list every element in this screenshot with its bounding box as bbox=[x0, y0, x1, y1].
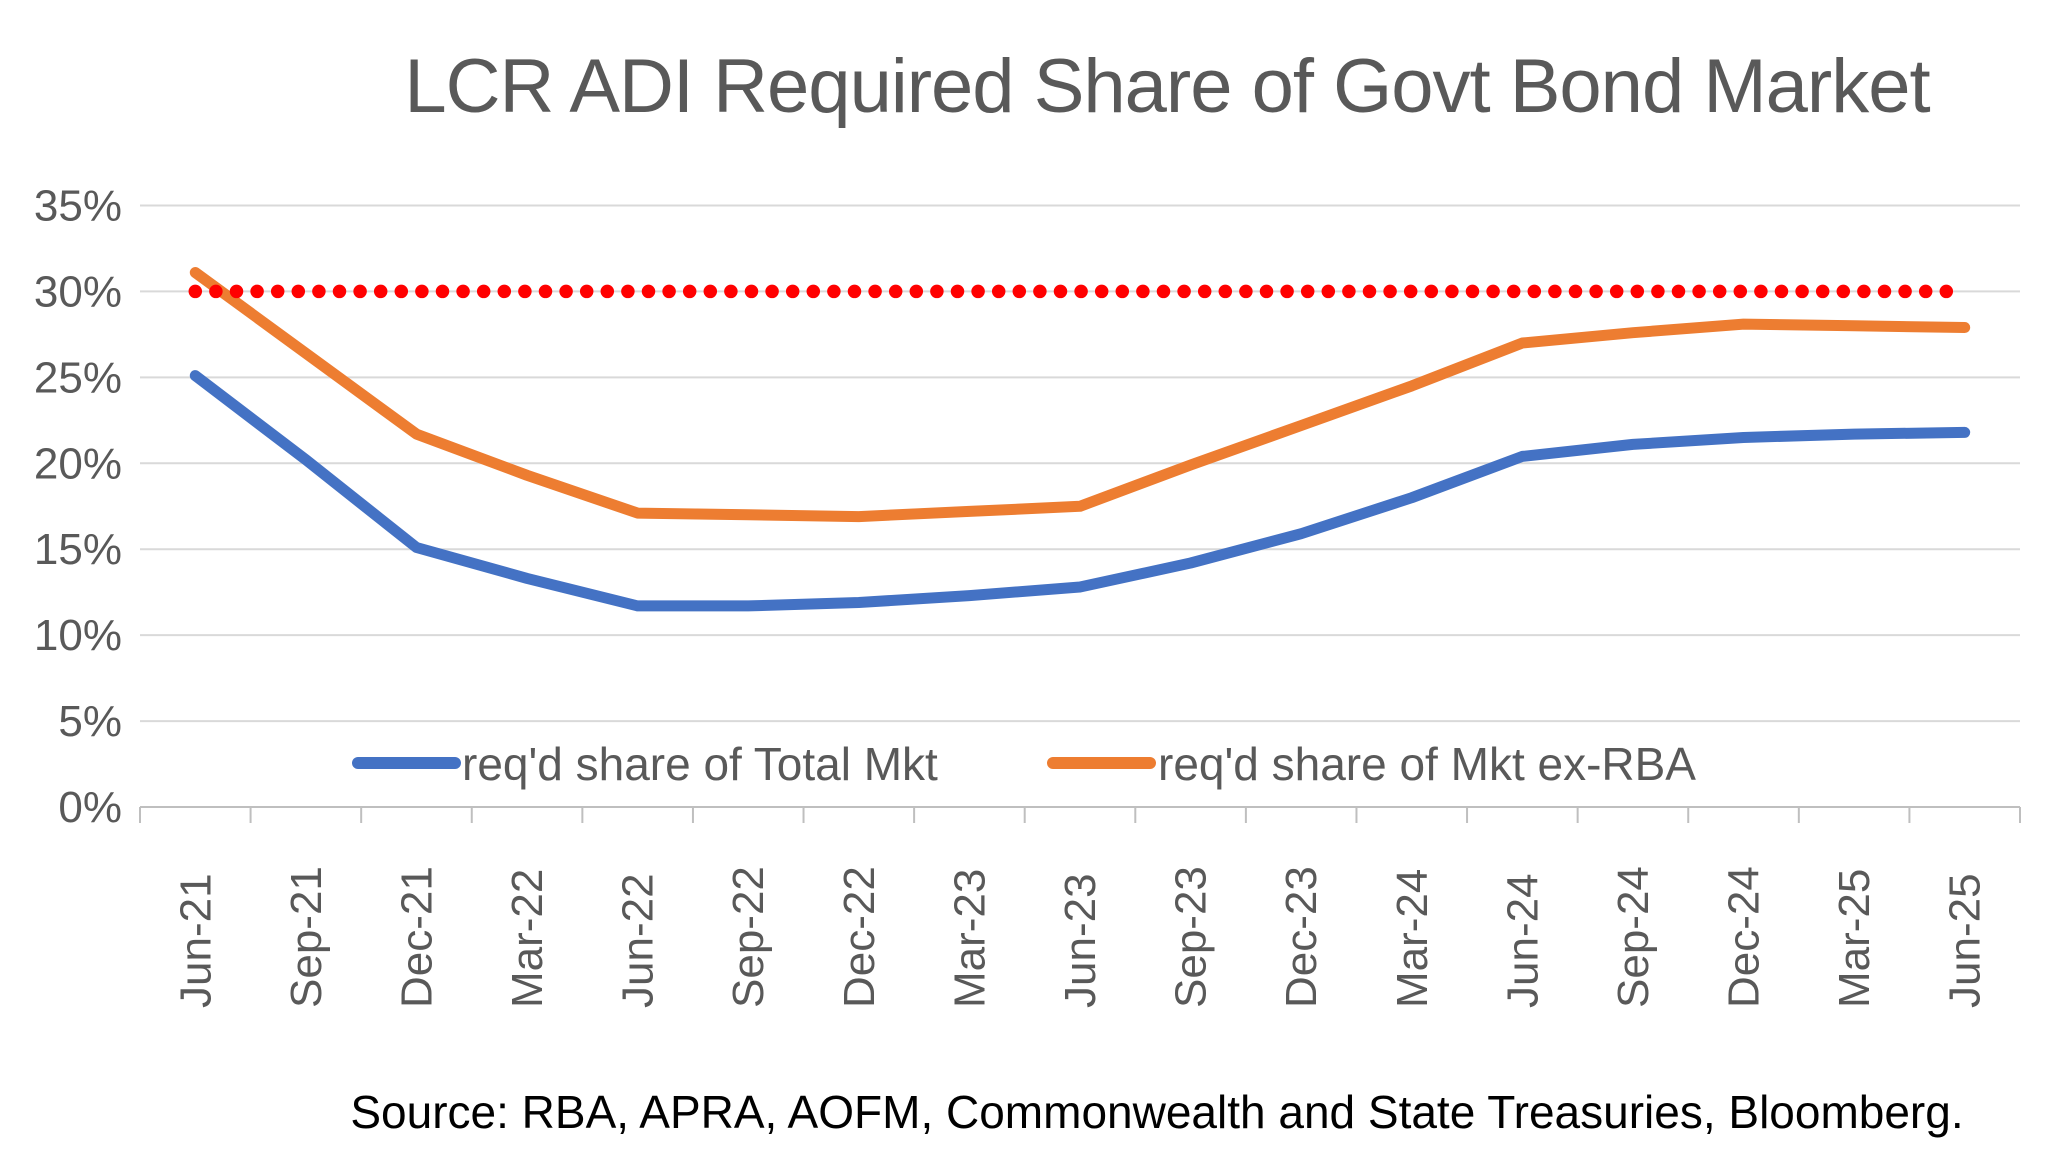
series-line-series_total bbox=[189, 370, 1971, 612]
x-axis-tick-label: Dec-22 bbox=[835, 866, 884, 1008]
legend-label-total-mkt: req'd share of Total Mkt bbox=[462, 738, 938, 790]
axis-ticks bbox=[139, 807, 2021, 823]
chart-title: LCR ADI Required Share of Govt Bond Mark… bbox=[404, 44, 1930, 129]
y-axis-tick-label: 5% bbox=[58, 697, 122, 746]
y-axis-labels: 0% 5% 10% 15% 20% 25% 30% 35% bbox=[34, 182, 122, 833]
y-axis-tick-label: 35% bbox=[34, 182, 122, 231]
x-axis-tick-label: Jun-25 bbox=[1941, 873, 1990, 1008]
x-axis-tick-label: Jun-21 bbox=[171, 873, 220, 1008]
legend-label-mkt-ex-rba: req'd share of Mkt ex-RBA bbox=[1158, 738, 1696, 790]
x-axis-tick-label: Dec-21 bbox=[392, 866, 441, 1008]
y-axis-tick-label: 30% bbox=[34, 267, 122, 316]
x-axis-tick-label: Dec-24 bbox=[1720, 866, 1769, 1008]
x-axis-tick-label: Jun-24 bbox=[1498, 873, 1547, 1008]
x-axis-labels: Jun-21 Sep-21 Dec-21 Mar-22 Jun-22 Sep-22 Dec-… bbox=[171, 866, 1989, 1008]
y-axis-tick-label: 10% bbox=[34, 611, 122, 660]
series-line-series_exrba bbox=[189, 267, 1971, 523]
y-axis-tick-label: 15% bbox=[34, 525, 122, 574]
y-axis-tick-label: 0% bbox=[58, 783, 122, 832]
x-axis-tick-label: Mar-24 bbox=[1388, 869, 1437, 1008]
x-axis-tick-label: Sep-24 bbox=[1609, 866, 1658, 1008]
x-axis-tick-label: Mar-22 bbox=[503, 869, 552, 1008]
x-axis-tick-label: Sep-22 bbox=[724, 866, 773, 1008]
chart-legend: req'd share of Total Mkt req'd share of … bbox=[352, 738, 1696, 790]
x-axis-tick-label: Jun-23 bbox=[1056, 873, 1105, 1008]
y-axis-tick-label: 20% bbox=[34, 439, 122, 488]
x-axis-tick-label: Sep-21 bbox=[282, 866, 331, 1008]
y-axis-tick-label: 25% bbox=[34, 353, 122, 402]
x-axis-tick-label: Sep-23 bbox=[1167, 866, 1216, 1008]
x-axis-tick-label: Dec-23 bbox=[1277, 866, 1326, 1008]
x-axis-tick-label: Mar-23 bbox=[945, 869, 994, 1008]
x-axis-tick-label: Mar-25 bbox=[1830, 869, 1879, 1008]
series-lines bbox=[188, 267, 1972, 612]
gridlines bbox=[140, 204, 2020, 808]
x-axis-tick-label: Jun-22 bbox=[614, 873, 663, 1008]
source-note: Source: RBA, APRA, AOFM, Commonwealth an… bbox=[350, 1086, 1963, 1138]
